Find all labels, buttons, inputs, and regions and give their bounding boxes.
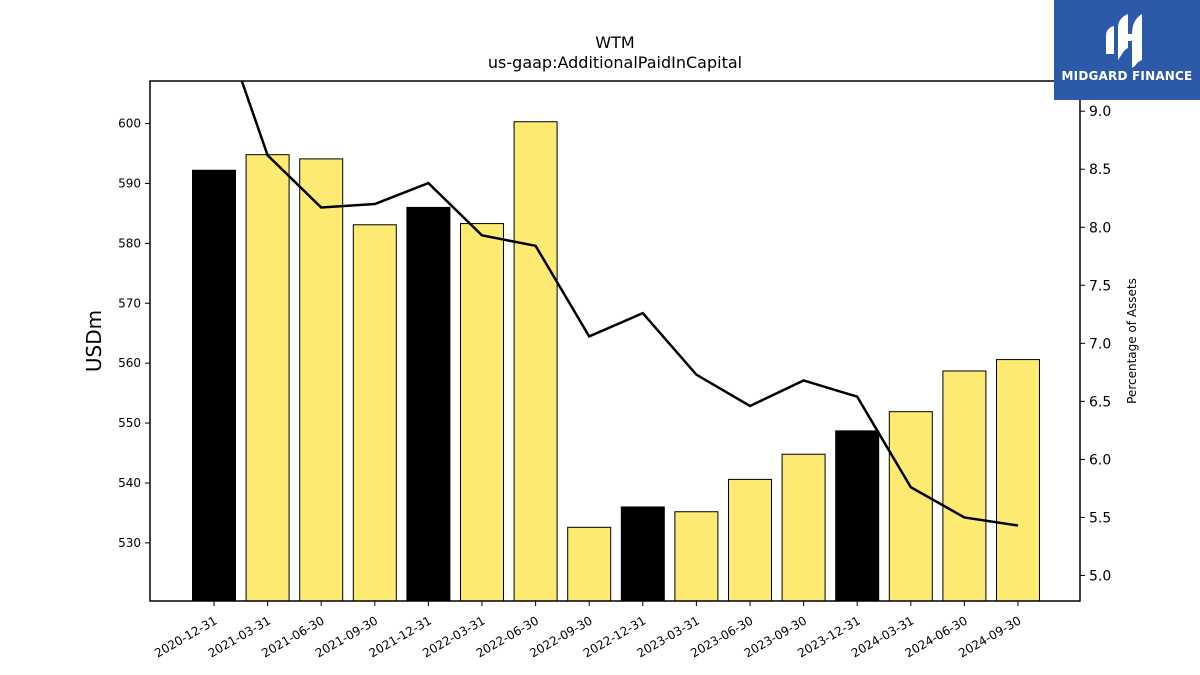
y-tick-label: 540 xyxy=(118,476,141,490)
bar-2022-03-31 xyxy=(460,223,504,602)
y2-tick-label: 8.0 xyxy=(1089,220,1111,236)
y2-tick-label: 7.0 xyxy=(1089,336,1111,352)
y2-tick-label: 7.5 xyxy=(1089,278,1111,294)
bar-2023-09-30 xyxy=(781,453,826,602)
y-tick-label: 560 xyxy=(118,356,141,370)
y-axis-label: USDm xyxy=(82,310,106,372)
logo-text: MIDGARD FINANCE xyxy=(1061,69,1193,83)
bar-2023-12-31 xyxy=(835,430,880,602)
bar-2020-12-31 xyxy=(192,169,236,602)
bar-2021-06-30 xyxy=(299,158,344,602)
y2-tick-label: 5.0 xyxy=(1089,568,1111,584)
y2-tick-label: 5.5 xyxy=(1089,510,1111,526)
y-tick-label: 580 xyxy=(118,236,141,250)
y-axis-right: 5.0 5.5 6.0 6.5 7.0 7.5 8.0 8.5 9.0 xyxy=(1080,104,1111,584)
plot-frame xyxy=(149,80,1081,602)
y2-tick-label: 6.0 xyxy=(1089,452,1111,468)
bar-2021-09-30 xyxy=(352,224,397,602)
y-tick-label: 550 xyxy=(118,416,141,430)
y-tick-label: 530 xyxy=(118,536,141,550)
bar-2024-09-30 xyxy=(996,359,1040,602)
y-tick-label: 600 xyxy=(118,117,141,131)
bar-2022-09-30 xyxy=(567,526,612,602)
y-tick-label: 590 xyxy=(118,176,141,190)
y2-tick-label: 8.5 xyxy=(1089,162,1111,178)
bar-2024-06-30 xyxy=(942,370,987,602)
y2-tick-label: 9.0 xyxy=(1089,104,1111,120)
line-group xyxy=(240,81,1019,527)
bars-group xyxy=(192,121,1040,602)
bar-2021-12-31 xyxy=(406,206,451,602)
bar-2024-03-31 xyxy=(888,411,933,602)
bar-2023-03-31 xyxy=(674,511,719,602)
logo: MIDGARD FINANCE xyxy=(1054,0,1200,100)
bar-2021-03-31 xyxy=(245,154,290,602)
logo-mark-icon xyxy=(1106,14,1142,68)
y-tick-label: 570 xyxy=(118,296,141,310)
y-axis-left: 530 540 550 560 570 580 590 600 xyxy=(118,117,150,550)
y2-axis-label: Percentage of Assets xyxy=(1125,278,1139,404)
x-axis: 2020-12-312021-03-312021-06-302021-09-30… xyxy=(152,601,1024,660)
bar-2022-12-31 xyxy=(620,506,665,602)
chart-subtitle: us-gaap:AdditionalPaidInCapital xyxy=(488,53,742,72)
line-percentage-of-assets xyxy=(240,81,1019,527)
y2-tick-label: 6.5 xyxy=(1089,394,1111,410)
bar-2022-06-30 xyxy=(513,121,558,602)
bar-2023-06-30 xyxy=(728,478,772,602)
chart-title: WTM xyxy=(595,33,634,52)
